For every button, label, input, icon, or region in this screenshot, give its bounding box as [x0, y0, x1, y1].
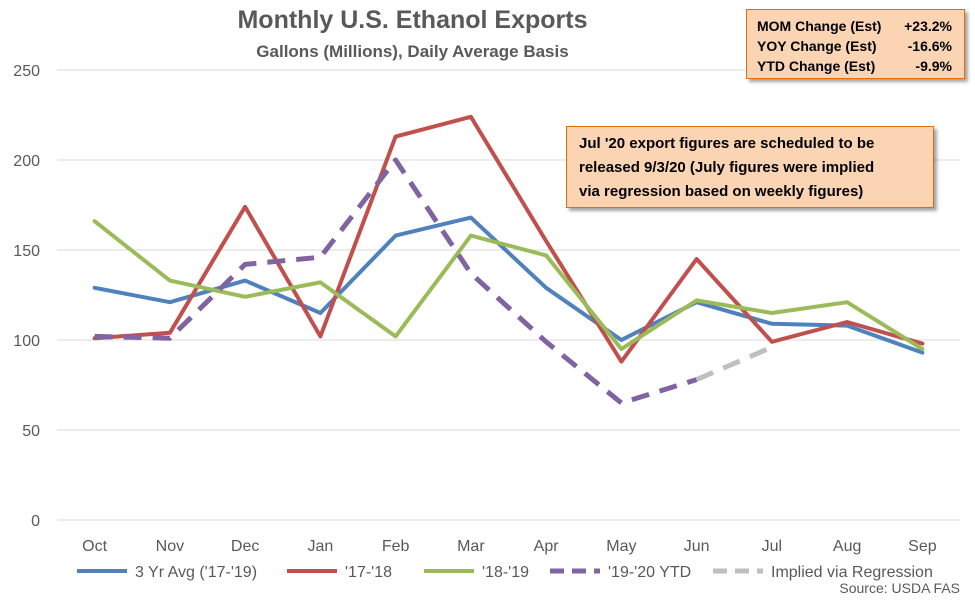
stat-row-yoy: YOY Change (Est) -16.6% [757, 36, 952, 56]
x-tick-label: Feb [382, 538, 410, 555]
note-line: via regression based on weekly figures) [579, 183, 864, 200]
legend-label: '17-'18 [345, 564, 392, 581]
release-note-box: Jul '20 export figures are scheduled to … [566, 126, 934, 208]
chart-title: Monthly U.S. Ethanol Exports [237, 6, 588, 34]
x-tick-label: Jun [684, 538, 710, 555]
stat-value-yoy: -16.6% [907, 38, 952, 54]
x-tick-label: Apr [534, 538, 560, 555]
legend-label: '19-'20 YTD [608, 564, 691, 581]
x-tick-label: Dec [231, 538, 259, 555]
stat-label-mom: MOM Change (Est) [757, 18, 882, 34]
series-line [92, 114, 925, 364]
source-label: Source: USDA FAS [839, 580, 960, 596]
y-tick-label: 0 [31, 513, 40, 530]
stat-value-mom: +23.2% [904, 18, 952, 34]
stat-label-ytd: YTD Change (Est) [757, 58, 876, 74]
series-line [92, 215, 925, 355]
stat-value-ytd: -9.9% [915, 58, 952, 74]
x-tick-label: Aug [833, 538, 861, 555]
series-line [92, 219, 925, 351]
note-line: Jul '20 export figures are scheduled to … [579, 135, 875, 152]
y-tick-label: 100 [13, 333, 40, 350]
x-tick-label: Jul [762, 538, 782, 555]
stat-row-mom: MOM Change (Est) +23.2% [757, 16, 952, 36]
stat-label-yoy: YOY Change (Est) [757, 38, 877, 54]
series-line [695, 344, 773, 382]
x-tick-label: Mar [457, 538, 485, 555]
series-line [94, 157, 698, 406]
x-tick-label: May [606, 538, 636, 555]
x-tick-label: Jan [307, 538, 333, 555]
stat-row-ytd: YTD Change (Est) -9.9% [757, 56, 952, 76]
y-tick-label: 50 [22, 423, 40, 440]
legend-label: 3 Yr Avg ('17-'19) [135, 564, 257, 581]
x-tick-label: Oct [82, 538, 107, 555]
legend-label: Implied via Regression [771, 564, 933, 581]
x-tick-label: Nov [156, 538, 184, 555]
x-tick-label: Sep [908, 538, 937, 555]
chart-subtitle: Gallons (Millions), Daily Average Basis [256, 42, 569, 61]
y-tick-label: 150 [13, 243, 40, 260]
y-tick-label: 200 [13, 153, 40, 170]
legend-label: '18-'19 [482, 564, 529, 581]
change-stats-box: MOM Change (Est) +23.2% YOY Change (Est)… [746, 9, 965, 79]
note-line: released 9/3/20 (July figures were impli… [579, 159, 875, 176]
y-tick-label: 250 [13, 63, 40, 80]
